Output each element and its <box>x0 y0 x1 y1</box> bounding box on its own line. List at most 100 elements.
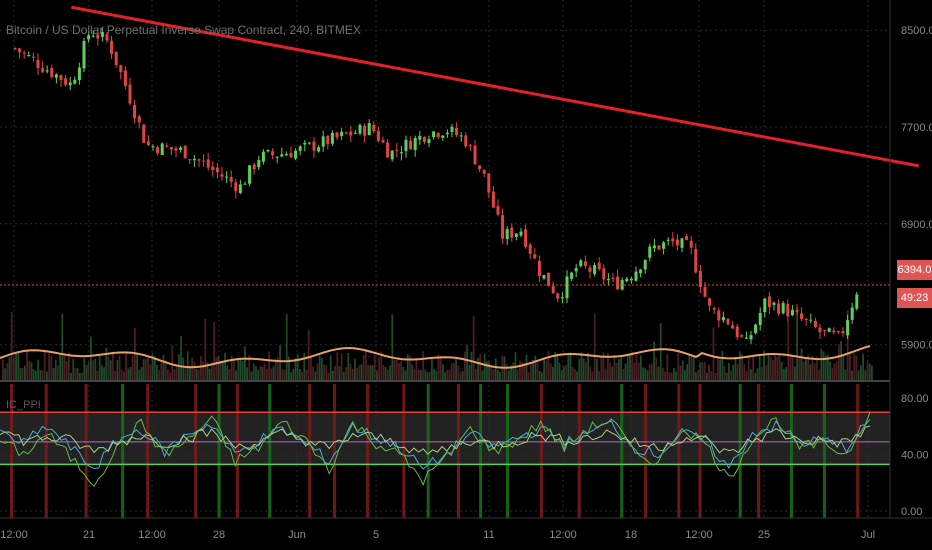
volume-bar <box>279 345 281 381</box>
volume-bar <box>19 368 22 381</box>
volume-bar <box>59 353 61 381</box>
volume-bar <box>486 361 488 381</box>
signal-bar <box>84 384 88 518</box>
time-tick-label: Jun <box>288 529 306 541</box>
volume-bar <box>404 370 407 381</box>
price-axis[interactable]: 8500.0 7700.0 6900.0 5900.0 <box>901 25 932 351</box>
candle-body <box>50 67 54 77</box>
volume-bar <box>807 354 809 381</box>
volume-bar <box>303 352 306 381</box>
volume-bar <box>439 355 442 381</box>
volume-bar <box>860 365 862 381</box>
candle-body <box>432 131 436 138</box>
candle-body <box>252 164 256 170</box>
volume-bar <box>17 352 20 381</box>
candle-body <box>211 166 215 170</box>
volume-bar <box>679 365 682 381</box>
volume-bar <box>365 351 367 381</box>
volume-bar <box>840 341 842 381</box>
candle-body <box>404 139 408 151</box>
volume-bar <box>695 372 697 381</box>
volume-bar <box>833 363 836 381</box>
volume-bar <box>24 365 26 381</box>
volume-bar <box>866 361 869 381</box>
time-axis[interactable]: 12:00 21 12:00 28 Jun 5 11 12:00 18 12:00 25 Jul <box>0 529 875 541</box>
volume-bar <box>261 366 264 381</box>
countdown-tag: 49:23 <box>897 288 932 308</box>
candle-body <box>749 335 753 340</box>
volume-bar <box>710 371 713 381</box>
time-tick-label: 18 <box>625 529 637 541</box>
candle-body <box>160 143 164 156</box>
candle-body <box>721 317 725 321</box>
candle-body <box>758 313 762 326</box>
volume-bar <box>239 358 242 381</box>
candle-body <box>629 278 633 281</box>
volume-bar <box>211 362 213 381</box>
volume-bar <box>587 352 589 381</box>
candle-body <box>284 154 288 156</box>
volume-bar <box>519 361 521 381</box>
volume-bar <box>855 355 858 381</box>
candle-body <box>280 154 284 157</box>
trendline[interactable] <box>70 5 920 168</box>
candle-body <box>110 40 114 54</box>
candle-body <box>735 326 739 337</box>
candle-body <box>422 137 426 142</box>
candle-body <box>105 34 109 41</box>
candle-body <box>289 153 293 158</box>
volume-bar <box>169 372 171 381</box>
volume-bar <box>871 365 873 381</box>
volume-bar <box>345 367 347 381</box>
price-tick-label: 8500.0 <box>901 25 932 37</box>
volume-bar <box>90 336 92 381</box>
time-tick-label: 21 <box>83 529 95 541</box>
volume-bar <box>853 352 856 381</box>
volume-bar <box>494 358 497 381</box>
volume-bar <box>136 354 138 381</box>
indicator-axis[interactable]: 80.00 40.00 0.00 <box>901 393 929 518</box>
volume-bar <box>536 362 539 381</box>
volume-bar <box>105 347 108 381</box>
candle-body <box>478 165 482 169</box>
volume-bar <box>230 355 233 381</box>
volume-bar <box>868 363 871 381</box>
volume-bar <box>79 372 81 381</box>
volume-bar <box>208 368 211 381</box>
volume-bar <box>204 319 207 381</box>
volume-bar <box>686 364 688 381</box>
volume-bar <box>607 353 609 381</box>
candle-body <box>197 159 201 161</box>
candle-body <box>275 156 279 158</box>
volume-bar <box>446 369 449 381</box>
volume-bar <box>92 360 94 381</box>
volume-bar <box>646 370 649 381</box>
signal-bar <box>121 384 125 518</box>
volume-bar <box>4 368 6 381</box>
volume-bar <box>778 354 781 381</box>
candle-body <box>717 310 721 321</box>
candle-body <box>234 182 238 192</box>
indicator-series-line <box>0 418 871 470</box>
volume-bar <box>796 307 798 381</box>
signal-bar <box>426 384 430 518</box>
candle-body <box>13 48 17 50</box>
candle-body <box>183 145 187 159</box>
volume-bar <box>173 369 176 381</box>
signal-bar <box>757 384 761 518</box>
indicator-tick-label: 80.00 <box>901 393 929 405</box>
signal-bar <box>146 384 150 518</box>
volume-bar <box>65 360 68 381</box>
volume-bar <box>464 351 466 381</box>
candle-body <box>588 267 592 272</box>
candle-body <box>381 140 385 143</box>
volume-bar <box>849 352 851 381</box>
volume-bar <box>565 364 567 381</box>
volume-bar <box>818 370 820 381</box>
volume-bar <box>558 362 561 381</box>
candle-body <box>648 246 652 258</box>
volume-bar <box>842 355 845 381</box>
candle-body <box>611 277 615 279</box>
volume-bar <box>189 365 191 381</box>
